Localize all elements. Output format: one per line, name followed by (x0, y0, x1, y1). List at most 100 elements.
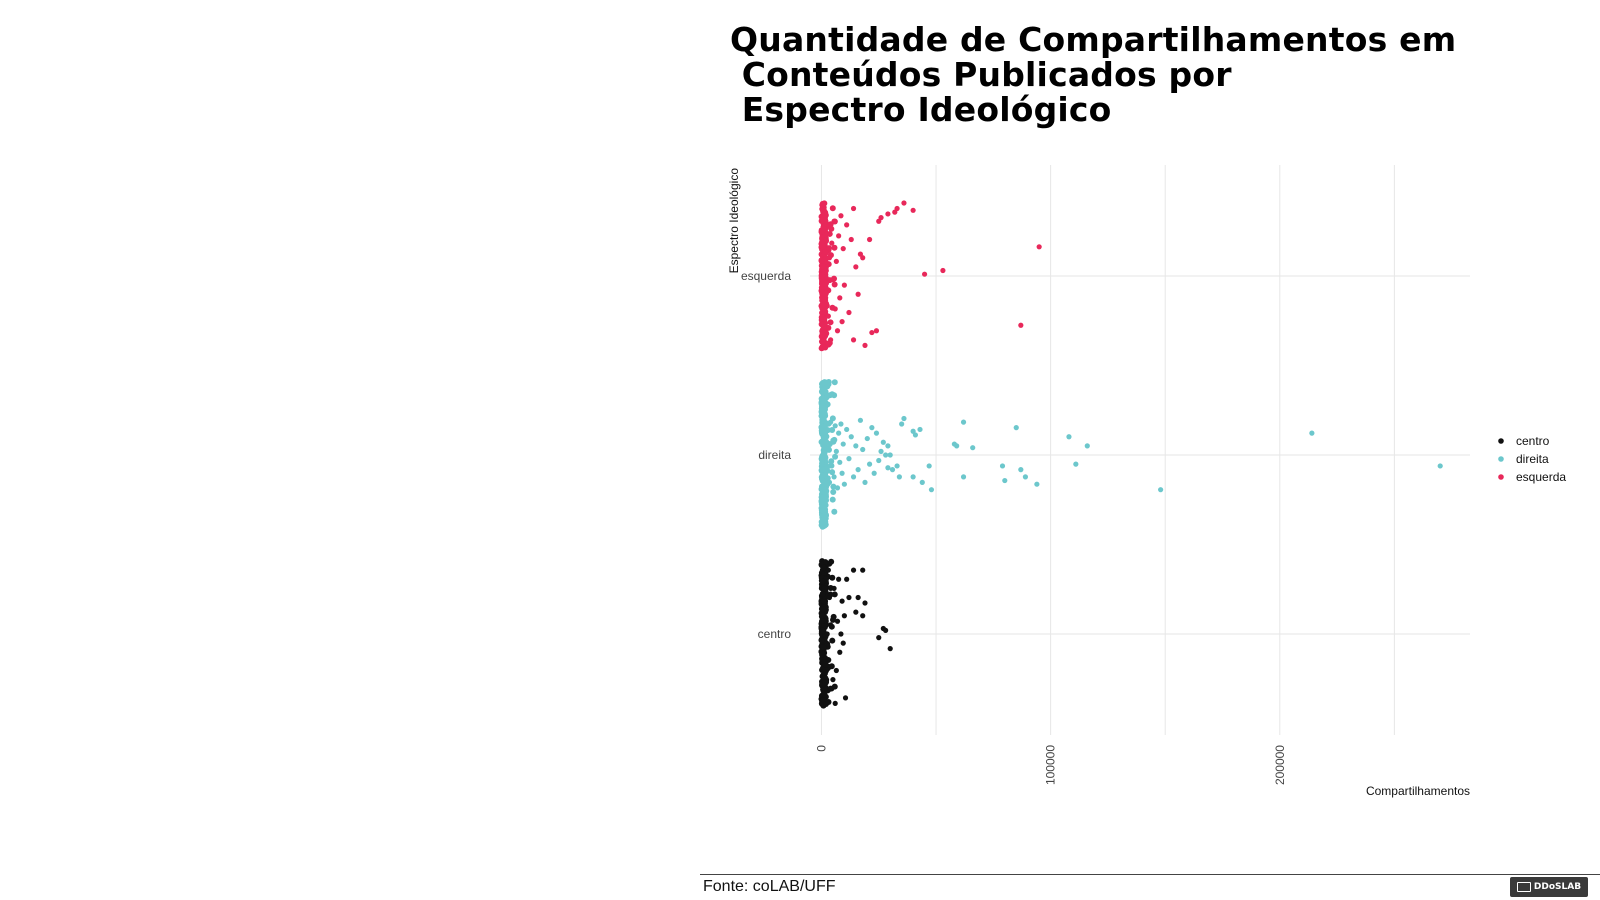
point-direita (894, 463, 900, 469)
scatter-plot: centro direita esquerda 0 100000 200000 Compar… (727, 165, 1566, 798)
y-axis-title: Espectro Ideológico (727, 168, 741, 274)
point-direita (864, 435, 870, 442)
point-esquerda (840, 246, 846, 252)
point-direita (830, 437, 836, 443)
point-direita-dense (822, 423, 829, 430)
point-centro-dense (820, 564, 827, 571)
point-centro-dense (821, 622, 828, 629)
point-centro (883, 627, 889, 633)
point-esquerda (825, 313, 831, 319)
point-centro-dense (831, 591, 838, 598)
point-direita (899, 421, 905, 427)
point-direita (860, 446, 866, 453)
point-esquerda (866, 236, 873, 243)
point-direita (910, 428, 916, 434)
point-direita (889, 467, 896, 473)
point-esquerda-dense (818, 257, 825, 264)
point-direita (873, 430, 880, 436)
point-esquerda (834, 328, 841, 334)
point-direita (999, 463, 1006, 469)
point-direita (917, 426, 923, 433)
point-direita (919, 479, 925, 485)
point-direita (883, 452, 889, 458)
point-direita (838, 421, 844, 427)
point-direita (928, 487, 935, 493)
point-esquerda-dense (818, 273, 825, 280)
point-centro-dense (828, 558, 835, 565)
point-direita-dense (819, 411, 826, 418)
x-tick-label: 100000 (1044, 745, 1058, 785)
point-esquerda (839, 319, 845, 325)
point-esquerda (848, 236, 854, 243)
point-esquerda (836, 233, 842, 239)
point-centro (855, 594, 861, 601)
point-esquerda (831, 218, 837, 224)
point-centro (853, 609, 859, 615)
point-centro (826, 594, 833, 601)
point-esquerda (862, 342, 868, 348)
point-direita (970, 445, 976, 451)
point-centro (831, 585, 837, 591)
title-line-3: Espectro Ideológico (730, 90, 1112, 129)
legend-label-esquerda: esquerda (1516, 470, 1566, 484)
chat-icon (1516, 882, 1531, 892)
point-esquerda-dense (819, 243, 826, 250)
point-esquerda (1018, 322, 1024, 328)
point-direita (1018, 467, 1024, 473)
legend-key-centro (1498, 438, 1504, 444)
point-esquerda (940, 267, 946, 274)
point-esquerda (869, 329, 875, 336)
point-esquerda-dense (820, 322, 827, 329)
point-direita (1066, 434, 1072, 440)
point-direita (1022, 474, 1029, 480)
point-direita (1084, 443, 1090, 449)
point-centro (862, 600, 868, 606)
point-direita (826, 479, 833, 485)
point-esquerda-dense (828, 225, 835, 232)
point-centro (842, 695, 849, 701)
point-centro-dense (829, 637, 836, 644)
point-direita (1073, 461, 1079, 467)
point-direita-dense (820, 521, 827, 528)
point-centro-dense (818, 637, 825, 644)
point-esquerda-dense (820, 204, 827, 211)
point-esquerda-dense (822, 290, 829, 297)
point-centro (860, 567, 866, 573)
point-direita (848, 434, 854, 440)
point-direita (841, 481, 847, 487)
point-centro (833, 667, 839, 674)
point-direita (857, 417, 864, 423)
point-direita (885, 443, 891, 449)
brand-logo: DDoSLAB (1510, 877, 1588, 897)
point-esquerda (1036, 244, 1042, 250)
point-direita-dense (831, 508, 838, 515)
point-esquerda-dense (826, 245, 833, 252)
point-direita-dense (823, 394, 830, 401)
point-direita (837, 459, 843, 465)
point-centro (832, 700, 838, 706)
y-tick-label-esquerda: esquerda (741, 269, 791, 283)
point-centro (836, 576, 842, 582)
point-direita (831, 474, 837, 480)
point-direita-dense (822, 493, 829, 500)
point-direita-dense (819, 402, 826, 409)
point-centro-dense (819, 578, 826, 585)
point-direita (960, 419, 967, 425)
point-direita (880, 439, 886, 445)
point-direita (866, 461, 873, 467)
point-direita-dense (831, 379, 838, 386)
legend-key-direita (1498, 456, 1504, 462)
point-centro-dense (819, 612, 826, 619)
point-centro-dense (819, 651, 826, 658)
brand-name: DDoSLAB (1533, 882, 1582, 892)
point-esquerda (901, 200, 907, 206)
point-direita-dense (819, 507, 826, 514)
point-esquerda (910, 207, 916, 213)
point-esquerda (892, 209, 898, 215)
point-centro-dense (821, 585, 828, 592)
point-direita (1002, 477, 1008, 484)
point-direita-dense (822, 489, 829, 496)
point-direita (1158, 487, 1164, 493)
point-esquerda (853, 264, 859, 270)
point-direita-dense (829, 469, 836, 476)
